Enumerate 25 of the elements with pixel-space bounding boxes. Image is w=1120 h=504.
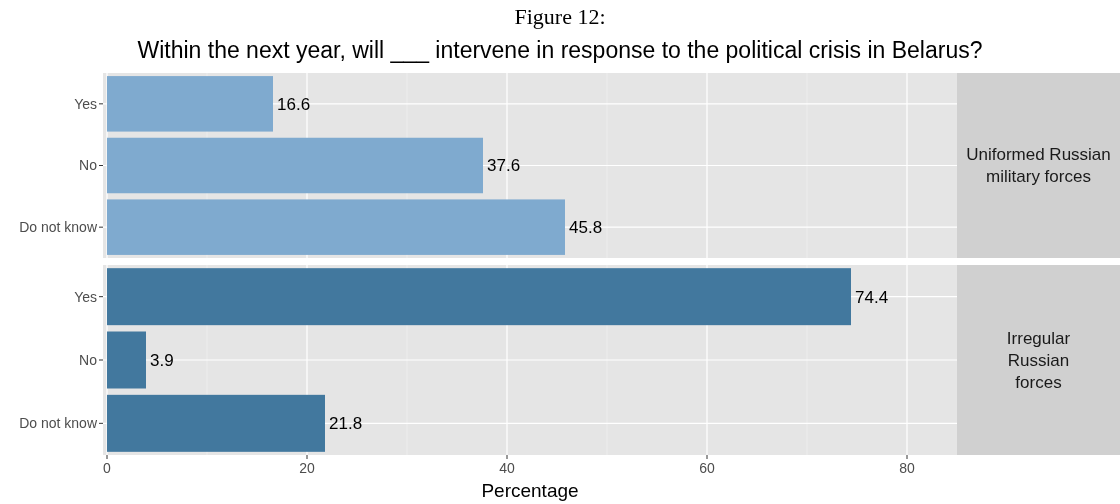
data-label: 74.4 (855, 287, 889, 307)
y-tick-label: Do not know (19, 219, 98, 236)
x-tick-label: 20 (299, 460, 315, 476)
y-tick-label: Do not know (19, 415, 98, 432)
bar (107, 331, 146, 389)
x-axis-title: Percentage (481, 480, 579, 501)
bar (107, 394, 325, 452)
data-label: 3.9 (150, 350, 174, 370)
y-tick-label: No (79, 157, 98, 174)
data-label: 21.8 (329, 414, 363, 434)
bar (107, 268, 851, 326)
y-tick-label: No (79, 351, 98, 368)
text: Uniformed Russian military forces (966, 145, 1111, 187)
x-tick-label: 0 (103, 460, 112, 476)
chart-title: Figure 12: (514, 4, 606, 29)
chart-subtitle: Within the next year, will ___ intervene in response to the political crisis in Belarus? (137, 37, 983, 63)
data-label: 16.6 (277, 94, 311, 114)
data-label: 37.6 (487, 156, 521, 176)
x-tick-label: 80 (899, 460, 915, 476)
data-label: 45.8 (569, 218, 603, 238)
y-tick-label: Yes (74, 95, 97, 112)
x-tick-label: 40 (499, 460, 515, 476)
y-tick-label: Yes (74, 288, 97, 305)
text: Irregular Russian forces (1006, 328, 1071, 392)
x-tick-label: 60 (699, 460, 715, 476)
